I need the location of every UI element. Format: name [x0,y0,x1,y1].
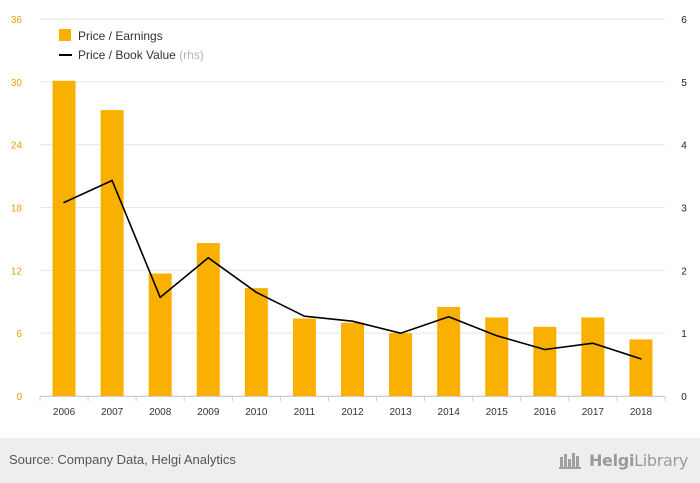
bar [292,318,316,396]
bar [244,288,268,396]
x-tick-label: 2018 [630,407,653,418]
bar-series [52,80,653,397]
x-tick-label: 2009 [197,407,220,418]
bar [389,333,413,396]
y-right-tick-label: 4 [681,141,687,152]
line-point [255,291,258,294]
x-tick-label: 2011 [294,407,316,418]
logo-text-bold: Helgi [588,450,635,470]
library-icon [558,453,581,469]
line-point [303,315,306,318]
source-note: Source: Company Data, Helgi Analytics [9,452,236,467]
bar [341,322,364,396]
x-tick-label: 2012 [341,407,364,418]
y-right-tick-label: 2 [681,266,687,277]
line-point [640,358,642,360]
y-right-tick-label: 3 [681,204,687,215]
legend: Price / Earnings Price / Book Value (rhs) [59,29,204,62]
y-left-tick-label: 0 [16,392,22,403]
legend-label-pb: Price / Book Value (rhs) [78,48,204,62]
y-left-tick-label: 18 [11,204,23,215]
line-point [207,256,210,259]
legend-label-pb-suffix: (rhs) [179,48,204,62]
y-left-tick-label: 30 [11,78,23,89]
x-tick-label: 2013 [389,407,412,418]
footer: Source: Company Data, Helgi Analytics He… [0,438,700,483]
line-point [159,296,161,299]
x-tick-label: 2017 [582,407,605,418]
legend-label-pe: Price / Earnings [78,29,163,43]
x-tick-label: 2015 [486,407,509,418]
legend-label-pb-name: Price / Book Value [78,48,179,62]
x-tick-label: 2006 [53,407,76,418]
x-tick-label: 2016 [534,407,557,418]
line-point [544,348,546,351]
grid-lines [40,18,665,397]
logo-text-regular: Library [634,450,688,470]
line-point [351,320,354,323]
y-right-tick-label: 1 [681,329,687,340]
bar [148,273,172,396]
y-left-tick-label: 36 [11,15,23,26]
line-point [111,179,113,182]
line-point [495,334,498,337]
logo-text: HelgiLibrary [589,451,688,470]
y-left-tick-label: 12 [11,266,23,277]
line-point [447,316,450,318]
x-tick-label: 2007 [101,407,124,418]
line-series [63,179,642,360]
y-right-tick-label: 6 [681,15,687,26]
bar [485,317,509,396]
x-tick-label: 2008 [149,407,172,418]
y-right-tick-label: 0 [681,392,687,403]
line-point [592,342,594,345]
x-tick-label: 2014 [438,407,461,418]
bar [196,243,220,396]
line-point [399,332,402,334]
helgi-library-logo: HelgiLibrary [558,450,688,470]
line-point [63,201,65,204]
x-tick-label: 2010 [245,407,268,418]
y-left-tick-label: 6 [16,329,22,340]
bar [100,110,124,396]
bar [629,339,653,396]
y-left-tick-label: 24 [11,141,23,152]
bar [533,326,557,396]
bar [437,306,461,396]
bar [581,317,605,396]
legend-swatch-pe [59,29,71,41]
bar [52,80,76,397]
y-right-tick-label: 5 [681,78,687,89]
